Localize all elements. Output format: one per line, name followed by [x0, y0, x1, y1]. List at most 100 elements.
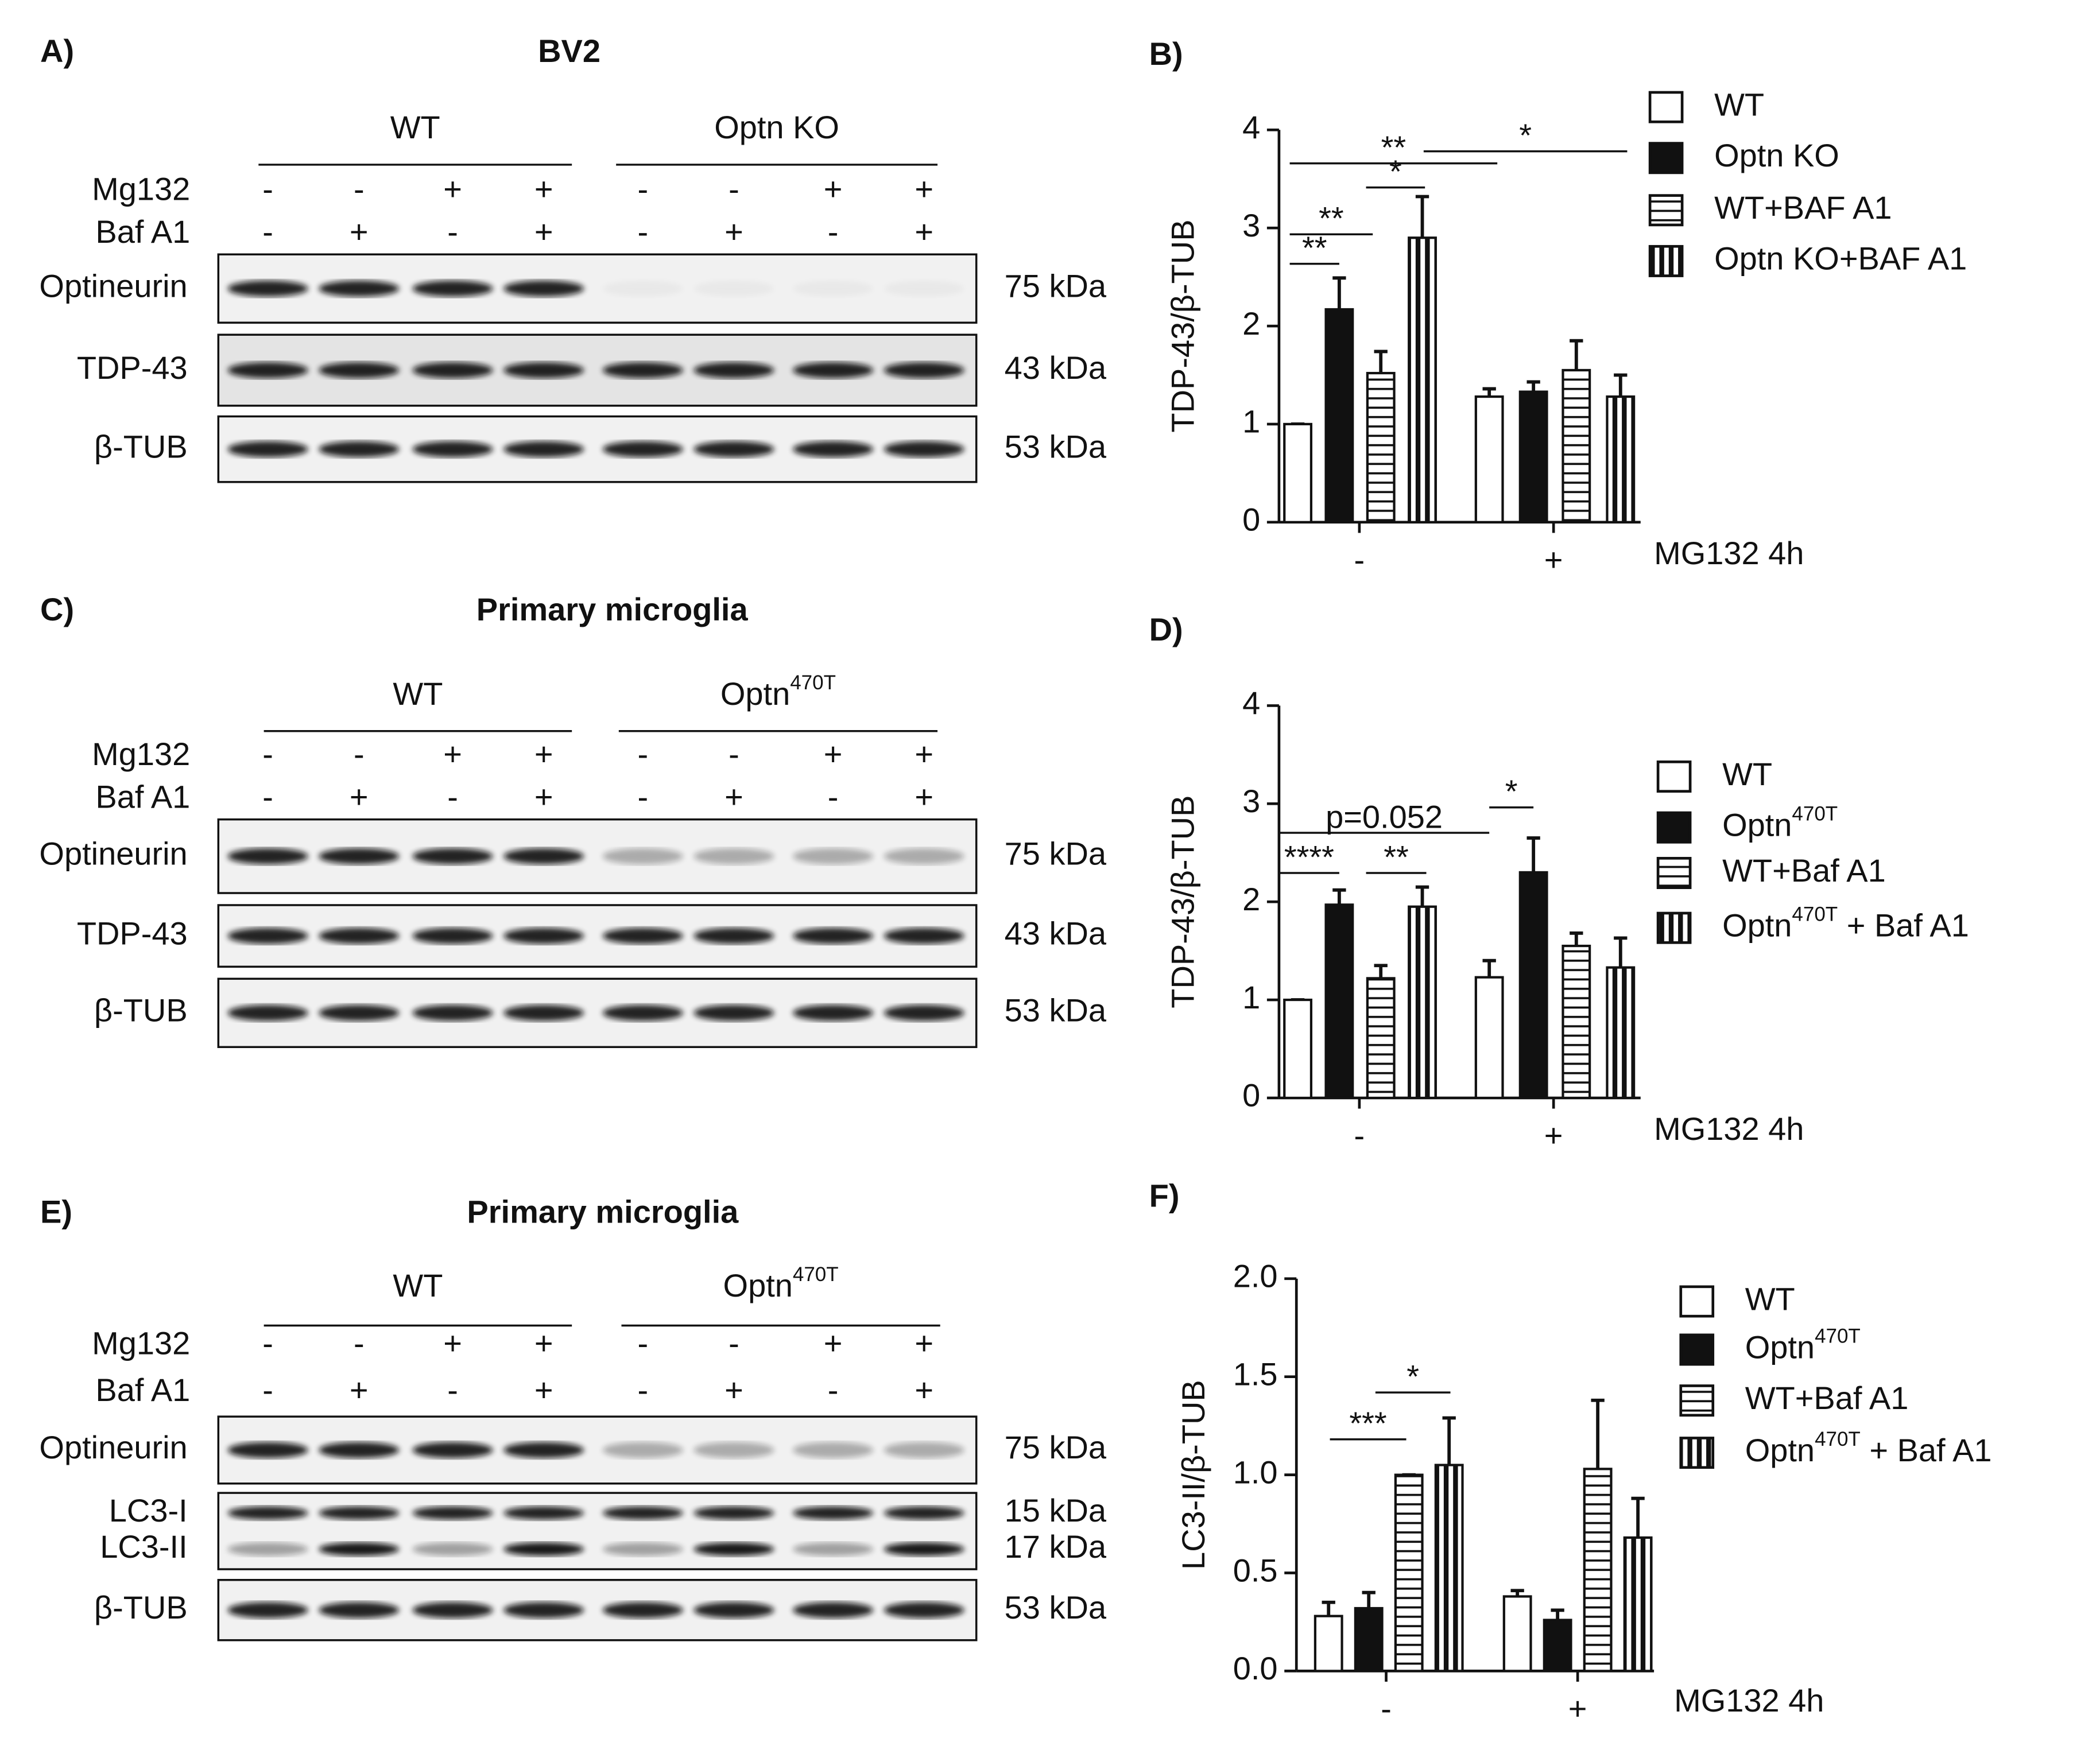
band [319, 1442, 400, 1458]
legend-label: Optn470T + Baf A1 [1745, 1428, 1992, 1468]
band [412, 1602, 493, 1619]
band [227, 362, 308, 379]
significance-label: ** [1384, 839, 1409, 875]
y-tick-label: 1.0 [1233, 1454, 1278, 1490]
y-tick-label: 3 [1242, 783, 1260, 819]
treatment-sign: - [828, 1372, 839, 1408]
treatment-sign: + [915, 170, 933, 207]
legend-swatch [1648, 142, 1684, 174]
treatment-sign: - [729, 170, 739, 207]
size-label: 43 kDa [1005, 915, 1107, 951]
bar [1434, 1464, 1464, 1672]
legend-swatch [1679, 1437, 1715, 1469]
treatment-sign: + [443, 1325, 462, 1361]
treatment-sign: - [447, 778, 458, 814]
bar [1366, 371, 1396, 523]
significance-label: * [1389, 153, 1402, 189]
blot-title: BV2 [538, 33, 600, 69]
treatment-sign: - [354, 170, 365, 207]
band [793, 1506, 874, 1520]
treatment-sign: + [824, 736, 843, 772]
bar [1324, 308, 1354, 523]
treatment-sign: - [262, 778, 273, 814]
band [412, 280, 493, 297]
protein-label: β-TUB [94, 428, 188, 464]
band [693, 362, 774, 379]
treatment-label: Mg132 [92, 170, 190, 207]
bar [1474, 395, 1504, 523]
significance-label: **** [1284, 839, 1334, 875]
band [227, 1542, 308, 1556]
panel-label: C) [40, 591, 74, 627]
legend-swatch [1679, 1333, 1715, 1366]
band [319, 1602, 400, 1619]
legend-swatch [1656, 857, 1692, 889]
treatment-sign: + [350, 778, 369, 814]
treatment-sign: - [262, 170, 273, 207]
x-axis-label: MG132 4h [1674, 1682, 1824, 1718]
band [503, 362, 584, 379]
x-tick-label: - [1381, 1690, 1392, 1726]
treatment-sign: + [443, 736, 462, 772]
treatment-sign: - [638, 170, 649, 207]
band [319, 1004, 400, 1021]
treatment-sign: - [638, 1325, 649, 1361]
band [884, 441, 964, 457]
significance-label: * [1407, 1359, 1419, 1395]
size-label: 53 kDa [1005, 992, 1107, 1029]
y-axis-label: TDP-43/β-TUB [1164, 795, 1200, 1008]
band [793, 848, 874, 864]
band [793, 1004, 874, 1021]
band [503, 280, 584, 297]
protein-label: TDP-43 [77, 350, 188, 386]
treatment-sign: + [915, 1372, 933, 1408]
band [503, 848, 584, 864]
treatment-label: Mg132 [92, 1325, 190, 1361]
bar [1283, 422, 1313, 523]
band [503, 1004, 584, 1021]
significance-label: * [1505, 773, 1518, 809]
band [884, 1004, 964, 1021]
treatment-sign: - [447, 1372, 458, 1408]
band [319, 441, 400, 457]
band [884, 1506, 964, 1520]
treatment-sign: - [638, 778, 649, 814]
panel-label: B) [1149, 36, 1183, 72]
panel-label: E) [40, 1194, 72, 1230]
band [693, 1602, 774, 1619]
treatment-sign: - [729, 736, 739, 772]
treatment-label: Baf A1 [95, 214, 190, 250]
treatment-sign: - [638, 736, 649, 772]
band [319, 928, 400, 944]
y-tick-label: 2.0 [1233, 1258, 1278, 1294]
treatment-sign: - [354, 1325, 365, 1361]
legend-label: WT+Baf A1 [1745, 1380, 1909, 1416]
y-axis-label: TDP-43/β-TUB [1164, 219, 1200, 432]
band [602, 1004, 683, 1021]
band [793, 1442, 874, 1458]
protein-label: LC3-I [109, 1492, 188, 1528]
legend-label: Optn KO [1714, 137, 1839, 173]
group-label: WT [393, 676, 443, 712]
band [227, 928, 308, 944]
bar [1366, 977, 1396, 1100]
significance-label: ** [1381, 129, 1407, 165]
bar [1408, 905, 1437, 1100]
band [793, 1602, 874, 1619]
band [503, 441, 584, 457]
bar [1474, 976, 1504, 1100]
treatment-sign: + [534, 778, 553, 814]
band [693, 281, 774, 297]
band [603, 281, 683, 297]
band [693, 1442, 774, 1458]
band [602, 1442, 683, 1458]
y-tick-label: 2 [1242, 305, 1260, 342]
treatment-label: Baf A1 [95, 1372, 190, 1408]
treatment-sign: - [729, 1325, 739, 1361]
band [227, 1442, 308, 1458]
y-tick-label: 0 [1242, 1077, 1260, 1113]
band [412, 1004, 493, 1021]
band [602, 362, 683, 379]
treatment-sign: + [915, 736, 933, 772]
size-label: 43 kDa [1005, 350, 1107, 386]
